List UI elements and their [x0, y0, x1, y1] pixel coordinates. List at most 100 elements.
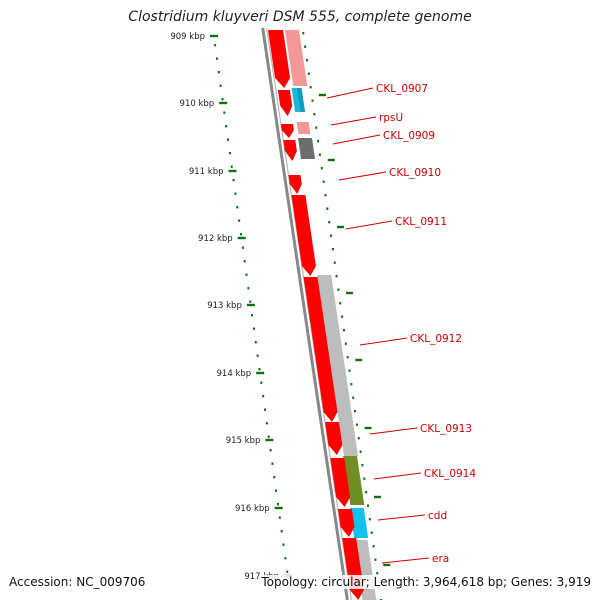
- guide-dot: [221, 98, 224, 101]
- gene-arrow: [268, 30, 291, 88]
- guide-dot: [278, 516, 281, 519]
- ruler-tick-right: [327, 158, 335, 162]
- feature-band-cyan-dark: [296, 88, 306, 112]
- guide-dot: [241, 246, 244, 249]
- guide-dot: [249, 300, 252, 303]
- gene-label: CKL_0912: [410, 333, 462, 345]
- ruler-tick-right: [318, 93, 326, 97]
- gene-label: CKL_0907: [376, 83, 428, 95]
- ruler-tick: [228, 169, 237, 173]
- guide-dot: [219, 84, 222, 87]
- guide-dot: [307, 72, 310, 75]
- feature-band-blue: [349, 508, 369, 538]
- ruler-tick-right: [336, 225, 344, 229]
- guide-dot: [215, 57, 218, 60]
- coordinate-guide: [214, 32, 382, 600]
- guide-dot: [330, 234, 333, 237]
- guide-dot: [318, 153, 321, 156]
- guide-dot: [372, 545, 375, 548]
- guide-dot: [251, 314, 254, 317]
- ruler-tick: [256, 371, 265, 375]
- ruler-tick-label: 909 kbp: [170, 32, 205, 42]
- gene-arrow: [277, 90, 293, 116]
- accession-text: Accession: NC_009706: [9, 575, 146, 589]
- guide-dot: [302, 32, 305, 35]
- guide-dot: [337, 288, 340, 291]
- ruler-tick-right: [346, 291, 354, 295]
- guide-dot: [322, 180, 325, 183]
- guide-dot: [354, 410, 357, 413]
- ruler-tick-right: [364, 426, 372, 430]
- ruler-tick: [265, 438, 274, 442]
- guide-dot: [236, 206, 239, 209]
- guide-dot: [247, 287, 250, 290]
- genome-summary-text: Topology: circular; Length: 3,964,618 bp…: [261, 575, 591, 589]
- gene-arrow: [283, 140, 297, 161]
- guide-dot: [271, 462, 274, 465]
- ruler-tick-right: [383, 563, 391, 567]
- guide-dot: [348, 369, 351, 372]
- guide-dot: [324, 194, 327, 197]
- guide-dot: [328, 221, 331, 224]
- ruler-tick-label: 912 kbp: [198, 234, 233, 244]
- guide-dot: [276, 503, 279, 506]
- guide-dot: [315, 126, 318, 129]
- ruler-tick: [274, 506, 283, 510]
- guide-dot: [280, 530, 283, 533]
- guide-dot: [368, 518, 371, 521]
- guide-dot: [367, 504, 370, 507]
- guide-dot: [359, 450, 362, 453]
- feature-band-gray: [317, 275, 359, 456]
- backbone-inner-line: [266, 27, 352, 600]
- guide-dot: [254, 341, 257, 344]
- gene-arrow: [337, 509, 355, 537]
- gene-leader-line: [373, 472, 422, 480]
- ruler-tick-right: [355, 358, 363, 362]
- guide-dot: [228, 152, 231, 155]
- ruler-tick-label: 914 kbp: [217, 369, 252, 379]
- guide-dot: [376, 572, 379, 575]
- guide-dot: [217, 71, 220, 74]
- guide-dot: [273, 476, 276, 479]
- backbone-line: [261, 27, 349, 600]
- guide-dot: [239, 233, 242, 236]
- guide-dot: [267, 435, 270, 438]
- gene-leader-line: [338, 171, 387, 181]
- gene-leader-line: [377, 514, 426, 521]
- ruler-tick: [246, 303, 255, 307]
- ruler-tick-label: 915 kbp: [226, 436, 261, 446]
- guide-dot: [304, 45, 307, 48]
- guide-dot: [342, 329, 345, 332]
- guide-dot: [311, 99, 314, 102]
- gene-leader-line: [359, 337, 408, 346]
- ruler-tick-right: [373, 495, 381, 499]
- gene-arrow: [288, 175, 302, 194]
- map-title: Clostridium kluyveri DSM 555, complete g…: [128, 9, 472, 25]
- guide-dot: [309, 86, 312, 89]
- guide-dot: [225, 125, 228, 128]
- feature-band-darkgray: [297, 138, 316, 159]
- gene-arrow: [280, 124, 294, 138]
- guide-dot: [258, 368, 261, 371]
- ruler-tick-label: 911 kbp: [189, 167, 224, 177]
- ruler-tick-label: 913 kbp: [207, 301, 242, 311]
- guide-dot: [355, 423, 358, 426]
- ruler-tick: [210, 34, 218, 38]
- guide-dot: [335, 275, 338, 278]
- gene-leader-line: [326, 87, 374, 99]
- guide-dot: [352, 396, 355, 399]
- guide-dot: [282, 543, 285, 546]
- gene-arrow: [291, 195, 316, 276]
- guide-dot: [264, 408, 267, 411]
- gene-leader-line: [345, 220, 393, 230]
- guide-dot: [286, 570, 289, 573]
- ruler-tick-label: 916 kbp: [235, 504, 270, 514]
- guide-dot: [234, 192, 237, 195]
- gene-label: CKL_0913: [420, 423, 472, 435]
- guide-dot: [326, 207, 329, 210]
- ruler-tick-label: 910 kbp: [180, 99, 215, 109]
- guide-dot: [252, 327, 255, 330]
- guide-dot: [346, 356, 349, 359]
- guide-dot: [357, 437, 360, 440]
- gene-label: CKL_0911: [395, 216, 447, 228]
